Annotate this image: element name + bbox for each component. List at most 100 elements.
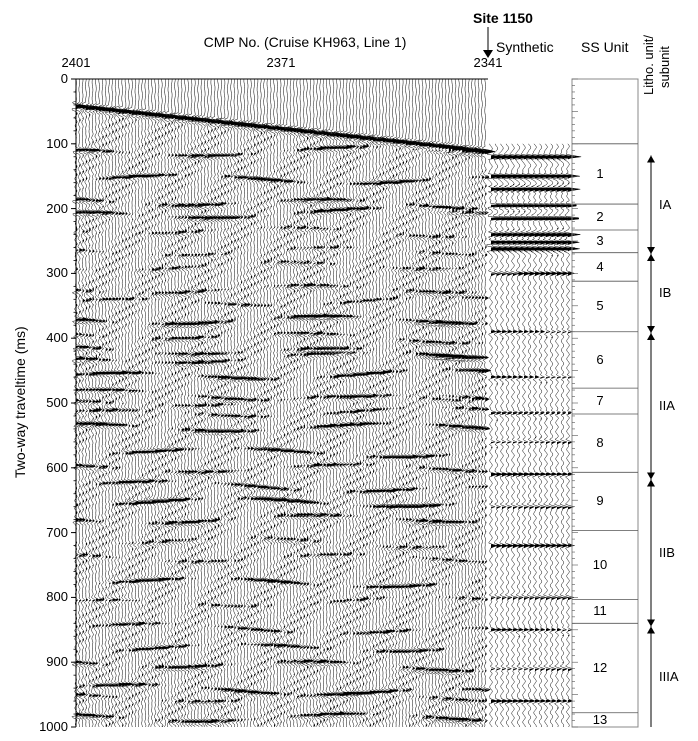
seismic-trace [417, 79, 432, 728]
seismic-trace [80, 78, 96, 728]
synthetic-seismogram [486, 143, 582, 728]
trace-wiggle-fill [79, 104, 87, 717]
ss-unit-label: 7 [596, 393, 604, 409]
trace-wiggle-fill [323, 132, 331, 722]
ss-unit-label: 1 [596, 165, 604, 181]
litho-boundary-arrow-up [647, 333, 655, 341]
litho-boundary-arrow-up [647, 626, 655, 634]
trace-wiggle-fill [326, 133, 335, 721]
seismic-trace [457, 78, 470, 728]
seismic-trace [427, 78, 441, 728]
trace-wiggle-fill [158, 114, 167, 722]
seismic-trace [335, 78, 348, 728]
seismic-trace [354, 78, 369, 728]
trace-wiggle-fill [349, 134, 359, 716]
litho-unit-label: IB [659, 285, 672, 301]
y-tick-label: 0 [60, 71, 68, 86]
synthetic-label: Synthetic [496, 39, 554, 55]
seismic-trace [541, 143, 560, 728]
seismic-trace [255, 79, 270, 728]
seismic-trace [447, 78, 466, 728]
seismic-trace [127, 78, 143, 728]
seismic-section [71, 78, 496, 728]
trace-wiggle-fill [462, 147, 469, 722]
litho-boundary-arrow-down [647, 619, 655, 627]
seismic-trace [252, 78, 266, 728]
seismic-trace [237, 78, 250, 728]
seismic-trace [397, 78, 411, 728]
trace-wiggle-fill [204, 119, 213, 724]
seismic-trace [321, 78, 335, 728]
seismic-trace [163, 78, 179, 728]
seismic-trace [90, 79, 105, 728]
litho-boundary-arrow-up [647, 479, 655, 487]
seismic-trace [260, 78, 273, 728]
y-tick-label: 300 [46, 265, 68, 281]
trace-wiggle-fill [277, 127, 285, 725]
cmp-tick-label-2371: 2371 [266, 55, 296, 70]
seismic-trace [247, 78, 260, 728]
seismic-trace [385, 78, 398, 728]
seismic-trace [459, 78, 474, 728]
seismic-trace [141, 78, 155, 728]
seismic-trace [391, 78, 406, 728]
seismic-trace [430, 78, 443, 728]
seismic-trace [173, 78, 189, 728]
trace-wiggle-fill [485, 150, 495, 724]
seismic-trace [77, 79, 91, 728]
y-tick-label: 1000 [39, 719, 68, 734]
seismic-trace [283, 78, 297, 728]
litho-unit-label: IIA [659, 398, 675, 414]
seismic-trace [219, 78, 234, 728]
ss-unit-label: SS Unit [581, 39, 629, 55]
site-label: Site 1150 [473, 10, 533, 26]
ss-unit-label: 6 [596, 351, 604, 367]
seismic-trace [262, 78, 276, 728]
litho-unit-label: IIB [659, 545, 675, 560]
trace-wiggle-fill [415, 142, 423, 724]
litho-unit-label: IA [659, 196, 672, 212]
seismic-trace [213, 78, 227, 728]
litho-boundary-arrow-down [647, 472, 655, 480]
trace-wiggle-fill [171, 115, 180, 724]
trace-wiggle-fill [452, 146, 462, 721]
seismic-trace [183, 78, 196, 728]
seismic-trace [473, 78, 488, 728]
seismic-trace [401, 78, 416, 728]
seismic-trace [462, 79, 478, 728]
seismic-trace [298, 79, 313, 728]
cmp-tick-label-2401: 2401 [61, 55, 91, 70]
seismic-trace [375, 79, 389, 728]
cmp-tick-label-2341: 2341 [473, 55, 503, 70]
ss-unit-column [571, 78, 639, 728]
seismic-trace [202, 78, 217, 728]
seismic-trace [249, 78, 264, 728]
trace-wiggle-fill [175, 116, 182, 722]
trace-wiggle-fill [455, 146, 465, 721]
ss-unit-label: 5 [596, 298, 604, 314]
ss-unit-label: 13 [592, 711, 608, 727]
seismic-trace [276, 78, 288, 728]
y-tick-label: 700 [46, 524, 68, 540]
seismic-trace [439, 78, 454, 727]
seismic-trace [433, 79, 448, 728]
seismic-trace [365, 78, 378, 728]
litho-boundary-arrow-up [647, 155, 655, 163]
cmp-axis-title: CMP No. (Cruise KH963, Line 1) [203, 34, 407, 50]
seismic-trace [87, 78, 101, 728]
seismic-trace [135, 78, 147, 728]
seismic-trace [75, 78, 88, 727]
y-tick-label: 200 [46, 200, 68, 216]
trace-wiggle-fill [89, 106, 99, 717]
trace-wiggle-fill [161, 115, 169, 728]
seismic-trace [273, 78, 286, 728]
seismic-trace [189, 78, 204, 728]
seismic-trace [470, 78, 484, 728]
seismic-trace [313, 79, 329, 728]
seismic-trace [192, 78, 207, 728]
trace-wiggle-fill [241, 123, 250, 722]
seismic-trace [160, 78, 174, 728]
seismic-trace [170, 78, 182, 728]
seismic-trace [304, 78, 319, 728]
y-tick-label: 900 [46, 654, 68, 670]
